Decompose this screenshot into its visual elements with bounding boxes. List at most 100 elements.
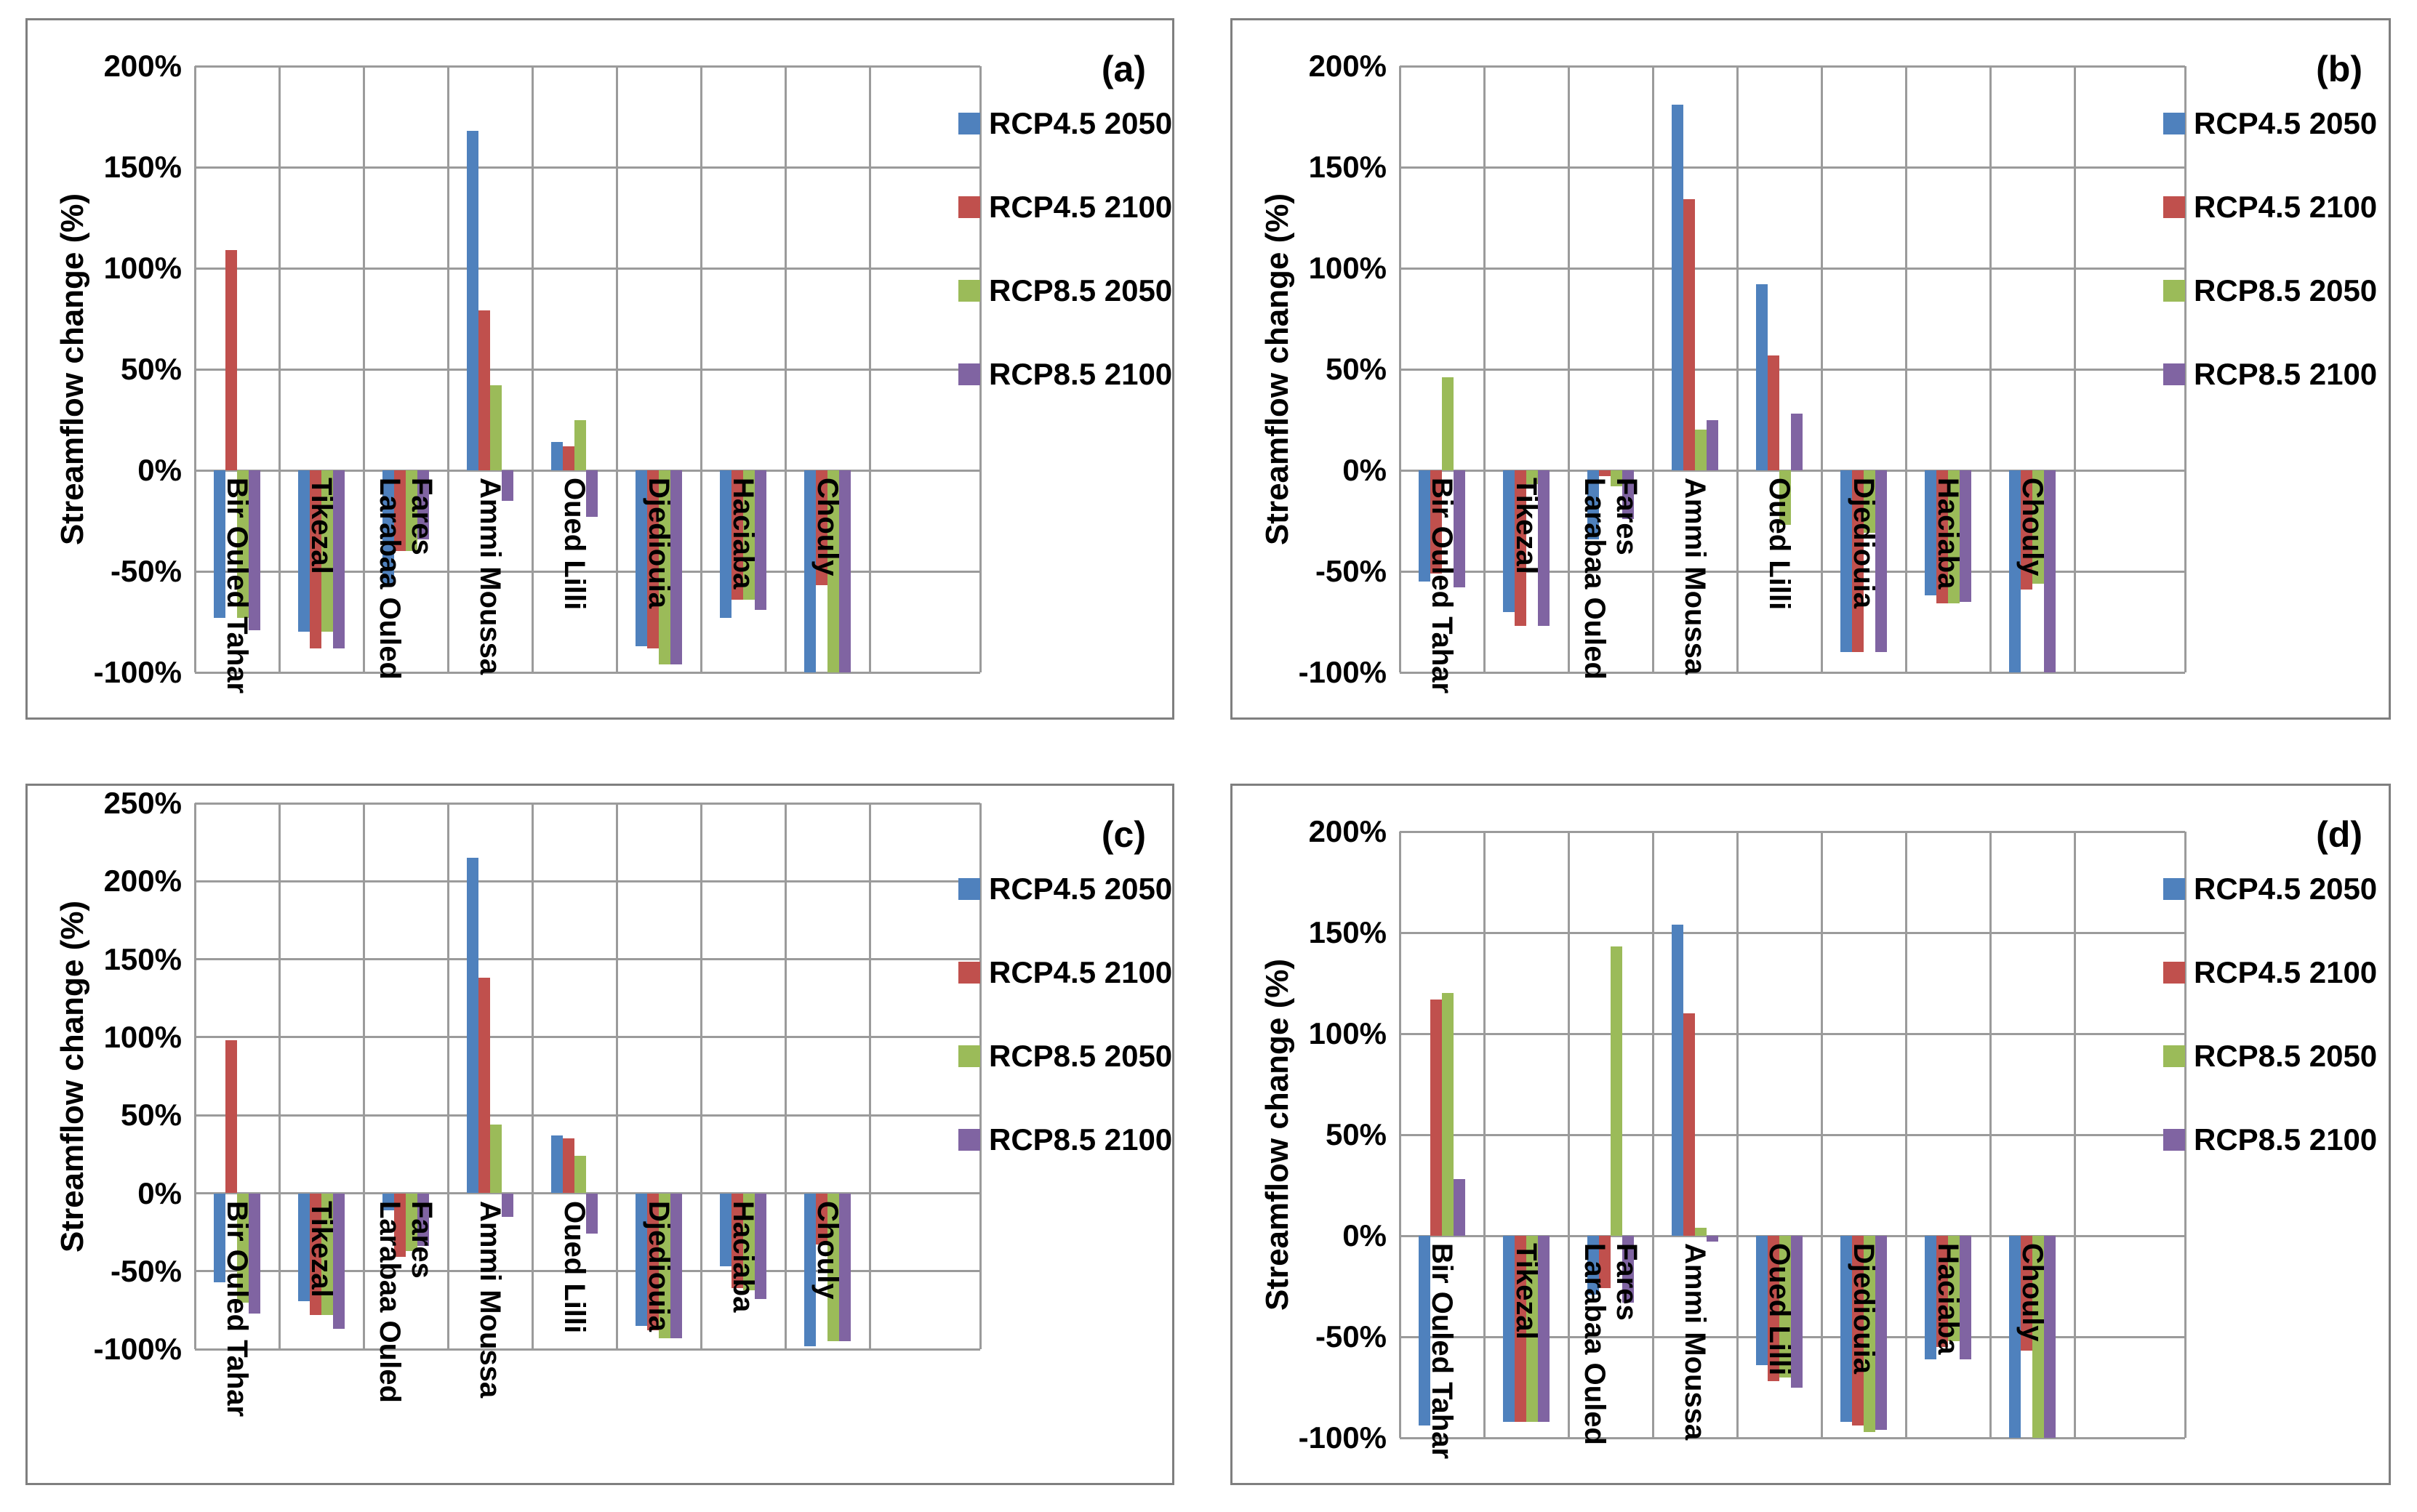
- y-axis-tick-label: 50%: [1325, 352, 1387, 386]
- legend-label: RCP8.5 2050: [989, 273, 1173, 307]
- plot-area-a: Bir Ouled Tahar Tikezal Larabaa Ouled Fare…: [28, 20, 1172, 717]
- panel-letter-d: (d): [2316, 814, 2362, 855]
- category-label: Bir Ouled Tahar: [221, 478, 253, 694]
- legend-swatch: [958, 1045, 980, 1067]
- gridline-vertical: [1904, 66, 1907, 672]
- y-axis-tick-label: 0%: [137, 453, 182, 487]
- y-axis-tick-label: 200%: [103, 49, 182, 83]
- gridline-horizontal: [195, 166, 980, 169]
- category-label: Ammi Moussa: [474, 478, 506, 675]
- bar-rcp8-5-2100: [1454, 470, 1465, 588]
- gridline-vertical: [362, 66, 365, 672]
- category-label: Oued Lilli: [558, 1200, 590, 1333]
- gridline-horizontal: [1400, 1436, 2185, 1439]
- y-axis-tick-label: -50%: [1315, 554, 1387, 588]
- bar-rcp8-5-2100: [2044, 470, 2056, 672]
- legend-label: RCP8.5 2100: [989, 357, 1173, 391]
- bar-rcp4-5-2050: [1419, 1236, 1430, 1426]
- bar-rcp8-5-2100: [586, 1193, 598, 1234]
- gridline-horizontal: [195, 570, 980, 573]
- category-label: Haciaba: [727, 478, 759, 590]
- bar-rcp8-5-2100: [1875, 470, 1887, 653]
- bar-rcp4-5-2050: [1419, 470, 1430, 582]
- bar-rcp4-5-2100: [1852, 470, 1864, 653]
- gridline-vertical: [1736, 66, 1739, 672]
- bar-rcp8-5-2050: [1526, 1236, 1538, 1422]
- legend-item: RCP4.5 2050: [958, 106, 1172, 141]
- gridline-vertical: [1820, 66, 1823, 672]
- category-label: Oued Lilli: [558, 478, 590, 611]
- gridline-vertical: [868, 803, 871, 1350]
- legend-label: RCP4.5 2100: [2194, 955, 2378, 989]
- legend-item: RCP4.5 2100: [2163, 190, 2377, 225]
- y-axis-tick-label: -100%: [1298, 655, 1387, 689]
- category-label: Chouly: [811, 1200, 843, 1300]
- bar-rcp8-5-2050: [827, 470, 839, 672]
- bar-rcp4-5-2100: [310, 1193, 321, 1315]
- y-axis-tick-label: -100%: [93, 655, 182, 689]
- legend-swatch: [958, 878, 980, 900]
- bar-rcp4-5-2100: [563, 446, 574, 470]
- gridline-vertical: [1820, 832, 1823, 1438]
- bar-rcp4-5-2050: [298, 470, 310, 632]
- y-axis-tick-label: 50%: [1325, 1117, 1387, 1151]
- legend-swatch: [2163, 1045, 2185, 1067]
- gridline-vertical: [1483, 832, 1486, 1438]
- y-axis-tick-label: 100%: [1308, 251, 1387, 285]
- panel-b: Bir Ouled Tahar Tikezal Larabaa Ouled Fare…: [1230, 18, 2391, 720]
- bar-rcp4-5-2050: [1672, 104, 1683, 470]
- bar-rcp8-5-2050: [1442, 993, 1454, 1236]
- legend-swatch: [2163, 196, 2185, 218]
- category-label: Larabaa Ouled Fares: [374, 478, 438, 680]
- gridline-horizontal: [1400, 1032, 2185, 1035]
- bar-rcp8-5-2050: [237, 470, 249, 618]
- legend-swatch: [958, 280, 980, 302]
- category-label: Chouly: [2016, 1243, 2048, 1342]
- gridline-vertical: [1904, 832, 1907, 1438]
- gridline-horizontal: [1400, 166, 2185, 169]
- legend-swatch: [2163, 113, 2185, 134]
- bar-rcp8-5-2100: [333, 1193, 345, 1330]
- bar-rcp4-5-2100: [647, 1193, 659, 1331]
- bar-rcp4-5-2100: [478, 310, 490, 470]
- legend-item: RCP4.5 2100: [958, 955, 1172, 990]
- bar-rcp4-5-2050: [1503, 470, 1515, 612]
- bar-rcp8-5-2100: [755, 1193, 766, 1300]
- bar-rcp8-5-2050: [1442, 377, 1454, 470]
- legend-label: RCP4.5 2100: [989, 190, 1173, 224]
- bar-rcp4-5-2100: [478, 978, 490, 1194]
- bar-rcp4-5-2050: [804, 470, 816, 672]
- bar-rcp4-5-2050: [551, 442, 563, 470]
- gridline-horizontal: [1400, 830, 2185, 833]
- bar-rcp4-5-2100: [1852, 1236, 1864, 1426]
- bar-rcp4-5-2050: [636, 470, 647, 646]
- bar-rcp8-5-2050: [2032, 470, 2044, 584]
- bar-rcp8-5-2100: [1454, 1179, 1465, 1236]
- bar-rcp8-5-2050: [574, 1155, 586, 1194]
- bar-rcp4-5-2100: [1936, 470, 1948, 604]
- bar-rcp4-5-2100: [1515, 1236, 1526, 1422]
- bar-rcp4-5-2100: [394, 470, 406, 552]
- bar-rcp4-5-2050: [1503, 1236, 1515, 1422]
- bar-rcp8-5-2100: [417, 1193, 429, 1247]
- legend-label: RCP8.5 2050: [2194, 273, 2378, 307]
- bar-rcp4-5-2100: [1936, 1236, 1948, 1347]
- bar-rcp4-5-2050: [1756, 1236, 1768, 1365]
- y-axis-tick-label: 150%: [1308, 150, 1387, 184]
- category-label: Oued Lilli: [1763, 1243, 1795, 1376]
- bar-rcp8-5-2050: [321, 470, 333, 632]
- bar-rcp4-5-2100: [1768, 355, 1779, 470]
- bar-rcp4-5-2050: [214, 470, 225, 618]
- bar-rcp8-5-2050: [1526, 470, 1538, 485]
- bar-rcp8-5-2100: [670, 470, 682, 664]
- y-axis-tick-label: 200%: [1308, 49, 1387, 83]
- bar-rcp8-5-2050: [1695, 1227, 1707, 1236]
- gridline-vertical: [1398, 66, 1401, 672]
- bar-rcp8-5-2050: [1864, 1236, 1875, 1432]
- bar-rcp8-5-2100: [2044, 1236, 2056, 1438]
- bar-rcp8-5-2100: [1622, 470, 1634, 519]
- bar-rcp4-5-2050: [298, 1193, 310, 1301]
- y-axis-tick-label: 100%: [103, 1019, 182, 1054]
- gridline-horizontal: [195, 368, 980, 371]
- bar-rcp4-5-2100: [1768, 1236, 1779, 1382]
